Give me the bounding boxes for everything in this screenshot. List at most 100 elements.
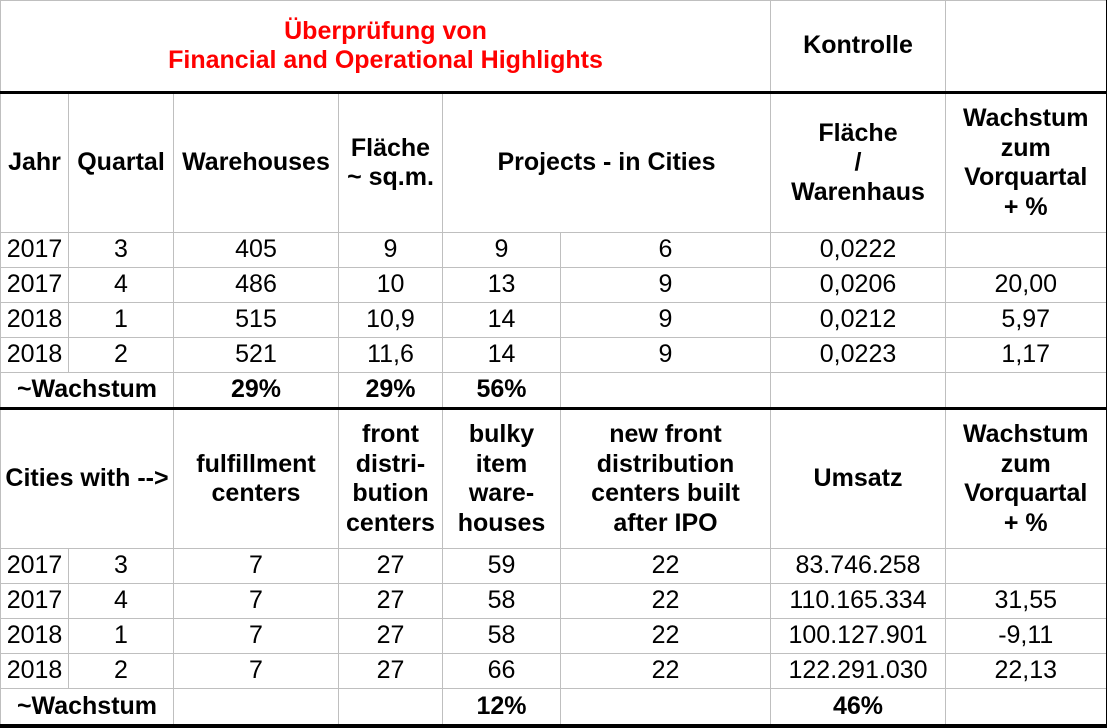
col-header-quartal[interactable]: Quartal [69, 93, 174, 233]
growth-warehouses[interactable]: 29% [174, 373, 339, 409]
cell[interactable]: 5,97 [946, 303, 1107, 338]
col-header-warehouses[interactable]: Warehouses [174, 93, 339, 233]
cell[interactable]: 7 [174, 549, 339, 584]
cell[interactable]: 4 [69, 584, 174, 619]
growth-umsatz[interactable]: 46% [771, 689, 946, 727]
cell[interactable]: 110.165.334 [771, 584, 946, 619]
cell[interactable]: 7 [174, 654, 339, 689]
cell[interactable]: 22 [561, 549, 771, 584]
col-header-cities-with[interactable]: Cities with --> [1, 409, 174, 549]
growth-label[interactable]: ~Wachstum [1, 373, 174, 409]
col-header-flaeche[interactable]: Fläche ~ sq.m. [339, 93, 443, 233]
cell[interactable]: 2 [69, 654, 174, 689]
growth-flaeche[interactable]: 29% [339, 373, 443, 409]
cell[interactable]: 13 [443, 268, 561, 303]
cell[interactable]: 27 [339, 584, 443, 619]
cell[interactable]: 7 [174, 619, 339, 654]
cell[interactable]: 22 [561, 654, 771, 689]
cell[interactable]: 11,6 [339, 338, 443, 373]
empty-title-cell[interactable] [946, 1, 1107, 93]
cell[interactable]: 2018 [1, 654, 69, 689]
cell[interactable] [561, 689, 771, 727]
cell[interactable]: 1 [69, 303, 174, 338]
cell[interactable]: 9 [339, 233, 443, 268]
growth-label[interactable]: ~Wachstum [1, 689, 174, 727]
cell[interactable]: 4 [69, 268, 174, 303]
cell[interactable]: 0,0222 [771, 233, 946, 268]
cell[interactable]: 14 [443, 338, 561, 373]
cell[interactable] [771, 373, 946, 409]
cell[interactable]: 486 [174, 268, 339, 303]
cell[interactable]: 0,0223 [771, 338, 946, 373]
cell[interactable]: 22 [561, 619, 771, 654]
cell[interactable]: 405 [174, 233, 339, 268]
cell[interactable] [339, 689, 443, 727]
cell[interactable]: 27 [339, 549, 443, 584]
cell[interactable] [946, 689, 1107, 727]
cell[interactable]: 2017 [1, 584, 69, 619]
cell[interactable]: 0,0212 [771, 303, 946, 338]
cell[interactable]: 2 [69, 338, 174, 373]
cell[interactable]: 58 [443, 584, 561, 619]
cell[interactable]: 1,17 [946, 338, 1107, 373]
cell[interactable]: 31,55 [946, 584, 1107, 619]
cell[interactable]: 27 [339, 619, 443, 654]
cell[interactable]: 22,13 [946, 654, 1107, 689]
col-header-new-front-distribution[interactable]: new front distribution centers built aft… [561, 409, 771, 549]
cell[interactable]: 0,0206 [771, 268, 946, 303]
col-header-front-distribution-centers[interactable]: front distri- bution centers [339, 409, 443, 549]
cell[interactable]: 515 [174, 303, 339, 338]
cell[interactable] [174, 689, 339, 727]
col-header-projects-in-cities[interactable]: Projects - in Cities [443, 93, 771, 233]
section1-header-row: Jahr Quartal Warehouses Fläche ~ sq.m. P… [1, 93, 1107, 233]
cell[interactable]: 22 [561, 584, 771, 619]
cell[interactable] [946, 549, 1107, 584]
kontrolle-header[interactable]: Kontrolle [771, 1, 946, 93]
cell[interactable]: 2018 [1, 338, 69, 373]
cell[interactable]: 9 [561, 303, 771, 338]
cell[interactable]: -9,11 [946, 619, 1107, 654]
cell[interactable]: 1 [69, 619, 174, 654]
cell[interactable]: 2017 [1, 233, 69, 268]
col-header-umsatz[interactable]: Umsatz [771, 409, 946, 549]
cell[interactable]: 7 [174, 584, 339, 619]
cell[interactable]: 59 [443, 549, 561, 584]
cell[interactable]: 10,9 [339, 303, 443, 338]
col-header-wachstum-s1[interactable]: Wachstum zum Vorquartal + % [946, 93, 1107, 233]
growth-projects[interactable]: 56% [443, 373, 561, 409]
cell[interactable]: 6 [561, 233, 771, 268]
cell[interactable]: 2018 [1, 303, 69, 338]
cell[interactable]: 9 [561, 338, 771, 373]
cell[interactable]: 9 [443, 233, 561, 268]
cell[interactable] [946, 373, 1107, 409]
growth-bulky[interactable]: 12% [443, 689, 561, 727]
cell[interactable]: 58 [443, 619, 561, 654]
cell[interactable]: 2017 [1, 268, 69, 303]
cell[interactable]: 27 [339, 654, 443, 689]
cell[interactable]: 521 [174, 338, 339, 373]
cell[interactable]: 2017 [1, 549, 69, 584]
col-header-wachstum-s2[interactable]: Wachstum zum Vorquartal + % [946, 409, 1107, 549]
cell[interactable]: 3 [69, 549, 174, 584]
cell[interactable]: 66 [443, 654, 561, 689]
cell[interactable]: 10 [339, 268, 443, 303]
cell[interactable]: 20,00 [946, 268, 1107, 303]
cell[interactable]: 83.746.258 [771, 549, 946, 584]
s2-data-row: 2017 4 7 27 58 22 110.165.334 31,55 [1, 584, 1107, 619]
cell[interactable]: 9 [561, 268, 771, 303]
col-header-fulfillment-centers[interactable]: fulfillment centers [174, 409, 339, 549]
cell[interactable] [561, 373, 771, 409]
cell[interactable]: 3 [69, 233, 174, 268]
cell[interactable]: 2018 [1, 619, 69, 654]
cell[interactable]: 122.291.030 [771, 654, 946, 689]
col-header-bulky-item-warehouses[interactable]: bulky item ware- houses [443, 409, 561, 549]
col-header-flaeche-warenhaus[interactable]: Fläche / Warenhaus [771, 93, 946, 233]
cell[interactable] [946, 233, 1107, 268]
col-header-jahr[interactable]: Jahr [1, 93, 69, 233]
cell[interactable]: 100.127.901 [771, 619, 946, 654]
cell[interactable]: 14 [443, 303, 561, 338]
